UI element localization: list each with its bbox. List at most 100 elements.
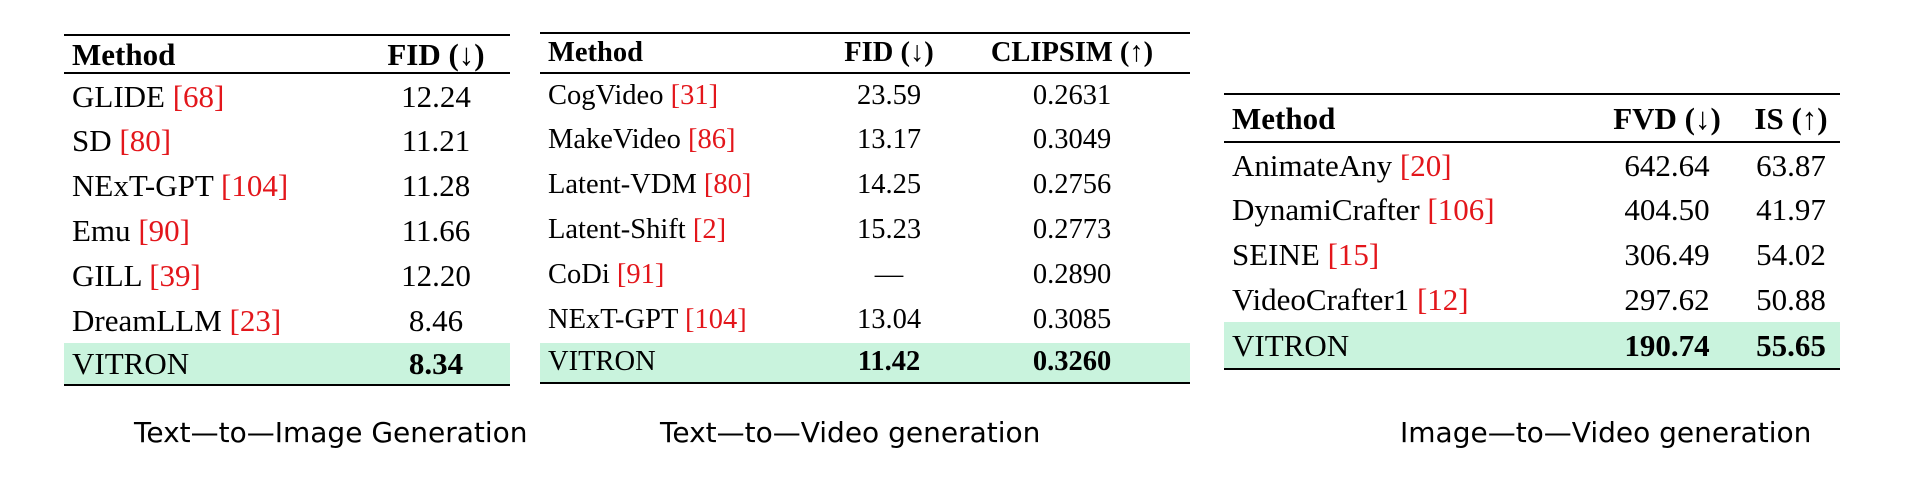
method-name: GILL [39] [64, 253, 362, 298]
text-to-video-table: Method FID (↓) CLIPSIM (↑) CogVideo [31]… [540, 32, 1190, 384]
method-name: Latent-VDM [80] [540, 163, 824, 208]
method-header: Method [1224, 93, 1592, 143]
method-label: SEINE [1232, 237, 1328, 272]
metric-cell: 0.2773 [1032, 214, 1112, 246]
metric-cell: 12.24 [401, 78, 471, 114]
method-name: DreamLLM [23] [64, 298, 362, 343]
vitron-row: VITRON 190.74 55.65 [1224, 322, 1840, 370]
metric-cell: 0.2631 [1032, 79, 1112, 111]
method-name: MakeVideo [86] [540, 118, 824, 163]
method-label: NExT-GPT [548, 304, 685, 336]
method-label: VideoCrafter1 [1232, 282, 1417, 317]
metric-cell: 0.3085 [1032, 304, 1112, 336]
metric-cell: 642.64 [1624, 147, 1710, 183]
method-name: SEINE [15] [1224, 232, 1592, 277]
method-label: Latent-VDM [548, 169, 704, 201]
clipsim-header: CLIPSIM (↑) [954, 32, 1190, 74]
image-to-video-table: Method FVD (↓) IS (↑) AnimateAny [20] 642… [1224, 93, 1840, 370]
method-label: SD [72, 123, 120, 158]
method-name: Emu [90] [64, 208, 362, 253]
method-name: DynamiCrafter [106] [1224, 187, 1592, 232]
metric-cell: 11.66 [401, 213, 471, 248]
vitron-metric-cell: 8.34 [362, 343, 510, 386]
text-to-image-table: Method FID (↓) GLIDE [68] 12.24 SD [80] 11.… [64, 34, 510, 386]
metric-cell: 0.2756 [1032, 169, 1112, 201]
method-header: Method [64, 34, 362, 74]
table-row: MakeVideo [86] 13.17 0.3049 [540, 118, 1190, 163]
vitron-metric-cell: 55.65 [1742, 322, 1840, 370]
table-header-row: Method FVD (↓) IS (↑) [1224, 93, 1840, 143]
method-label: AnimateAny [1232, 147, 1400, 183]
method-name: SD [80] [64, 118, 362, 163]
metric-cell: 54.02 [1756, 237, 1826, 272]
metric-cell: — [874, 259, 904, 291]
citation-ref: [12] [1416, 282, 1469, 317]
metric-cell: 63.87 [1756, 147, 1826, 183]
table-row: GILL [39] 12.20 [64, 253, 510, 298]
metric-cell: 297.62 [1624, 282, 1710, 317]
method-label: DreamLLM [72, 303, 230, 338]
metric-cell: 14.25 [856, 169, 922, 201]
table-row: VideoCrafter1 [12] 297.62 50.88 [1224, 277, 1840, 322]
is-header: IS (↑) [1742, 93, 1840, 143]
image-to-video-caption: Image—to—Video generation [1400, 416, 1812, 449]
method-label: CoDi [548, 259, 617, 291]
table-row: SEINE [15] 306.49 54.02 [1224, 232, 1840, 277]
table-row: SD [80] 11.21 [64, 118, 510, 163]
method-label: GLIDE [72, 78, 173, 114]
method-name: NExT-GPT [104] [64, 163, 362, 208]
citation-ref: [91] [616, 259, 665, 291]
method-name: CoDi [91] [540, 253, 824, 298]
metric-cell: 8.46 [408, 303, 464, 338]
citation-ref: [90] [138, 213, 190, 248]
table-row: GLIDE [68] 12.24 [64, 73, 510, 118]
citation-ref: [15] [1327, 237, 1380, 272]
method-name: CogVideo [31] [540, 73, 824, 118]
metric-cell: 0.2890 [1032, 259, 1112, 291]
method-label: Latent-Shift [548, 214, 693, 246]
fvd-header: FVD (↓) [1592, 93, 1742, 143]
metric-cell: 50.88 [1756, 282, 1826, 317]
table-row: Latent-Shift [2] 15.23 0.2773 [540, 208, 1190, 253]
vitron-label: VITRON [540, 343, 824, 384]
citation-ref: [80] [703, 169, 752, 201]
metric-cell: 13.17 [856, 124, 922, 156]
citation-ref: [104] [684, 304, 747, 336]
fid-header: FID (↓) [362, 34, 510, 74]
vitron-row: VITRON 11.42 0.3260 [540, 343, 1190, 384]
method-name: VideoCrafter1 [12] [1224, 277, 1592, 322]
metric-cell: 15.23 [856, 214, 922, 246]
vitron-label: VITRON [64, 343, 362, 386]
table-row: DynamiCrafter [106] 404.50 41.97 [1224, 187, 1840, 232]
text-to-video-caption: Text—to—Video generation [660, 416, 1041, 449]
metric-cell: 404.50 [1624, 192, 1710, 227]
table-row: AnimateAny [20] 642.64 63.87 [1224, 142, 1840, 187]
citation-ref: [20] [1399, 147, 1452, 183]
table-header-row: Method FID (↓) [64, 34, 510, 74]
citation-ref: [106] [1427, 192, 1495, 227]
metric-cell: 12.20 [401, 258, 471, 293]
citation-ref: [23] [229, 303, 282, 338]
citation-ref: [68] [172, 78, 225, 114]
method-name: NExT-GPT [104] [540, 298, 824, 343]
metric-cell: 41.97 [1756, 192, 1826, 227]
vitron-metric-cell: 11.42 [824, 343, 954, 384]
metric-cell: 0.3049 [1032, 124, 1112, 156]
method-label: NExT-GPT [72, 168, 221, 203]
method-name: GLIDE [68] [64, 73, 362, 118]
table-row: DreamLLM [23] 8.46 [64, 298, 510, 343]
citation-ref: [2] [692, 214, 727, 246]
citation-ref: [31] [670, 79, 719, 111]
metric-cell: 13.04 [856, 304, 922, 336]
vitron-label: VITRON [1224, 322, 1592, 370]
method-name: AnimateAny [20] [1224, 142, 1592, 187]
method-label: CogVideo [548, 79, 671, 111]
fid-header: FID (↓) [824, 32, 954, 74]
method-label: Emu [72, 213, 139, 248]
table-row: NExT-GPT [104] 11.28 [64, 163, 510, 208]
method-name: Latent-Shift [2] [540, 208, 824, 253]
table-row: CoDi [91] — 0.2890 [540, 253, 1190, 298]
table-header-row: Method FID (↓) CLIPSIM (↑) [540, 32, 1190, 74]
metric-cell: 306.49 [1624, 237, 1710, 272]
metric-cell: 11.28 [401, 168, 471, 203]
